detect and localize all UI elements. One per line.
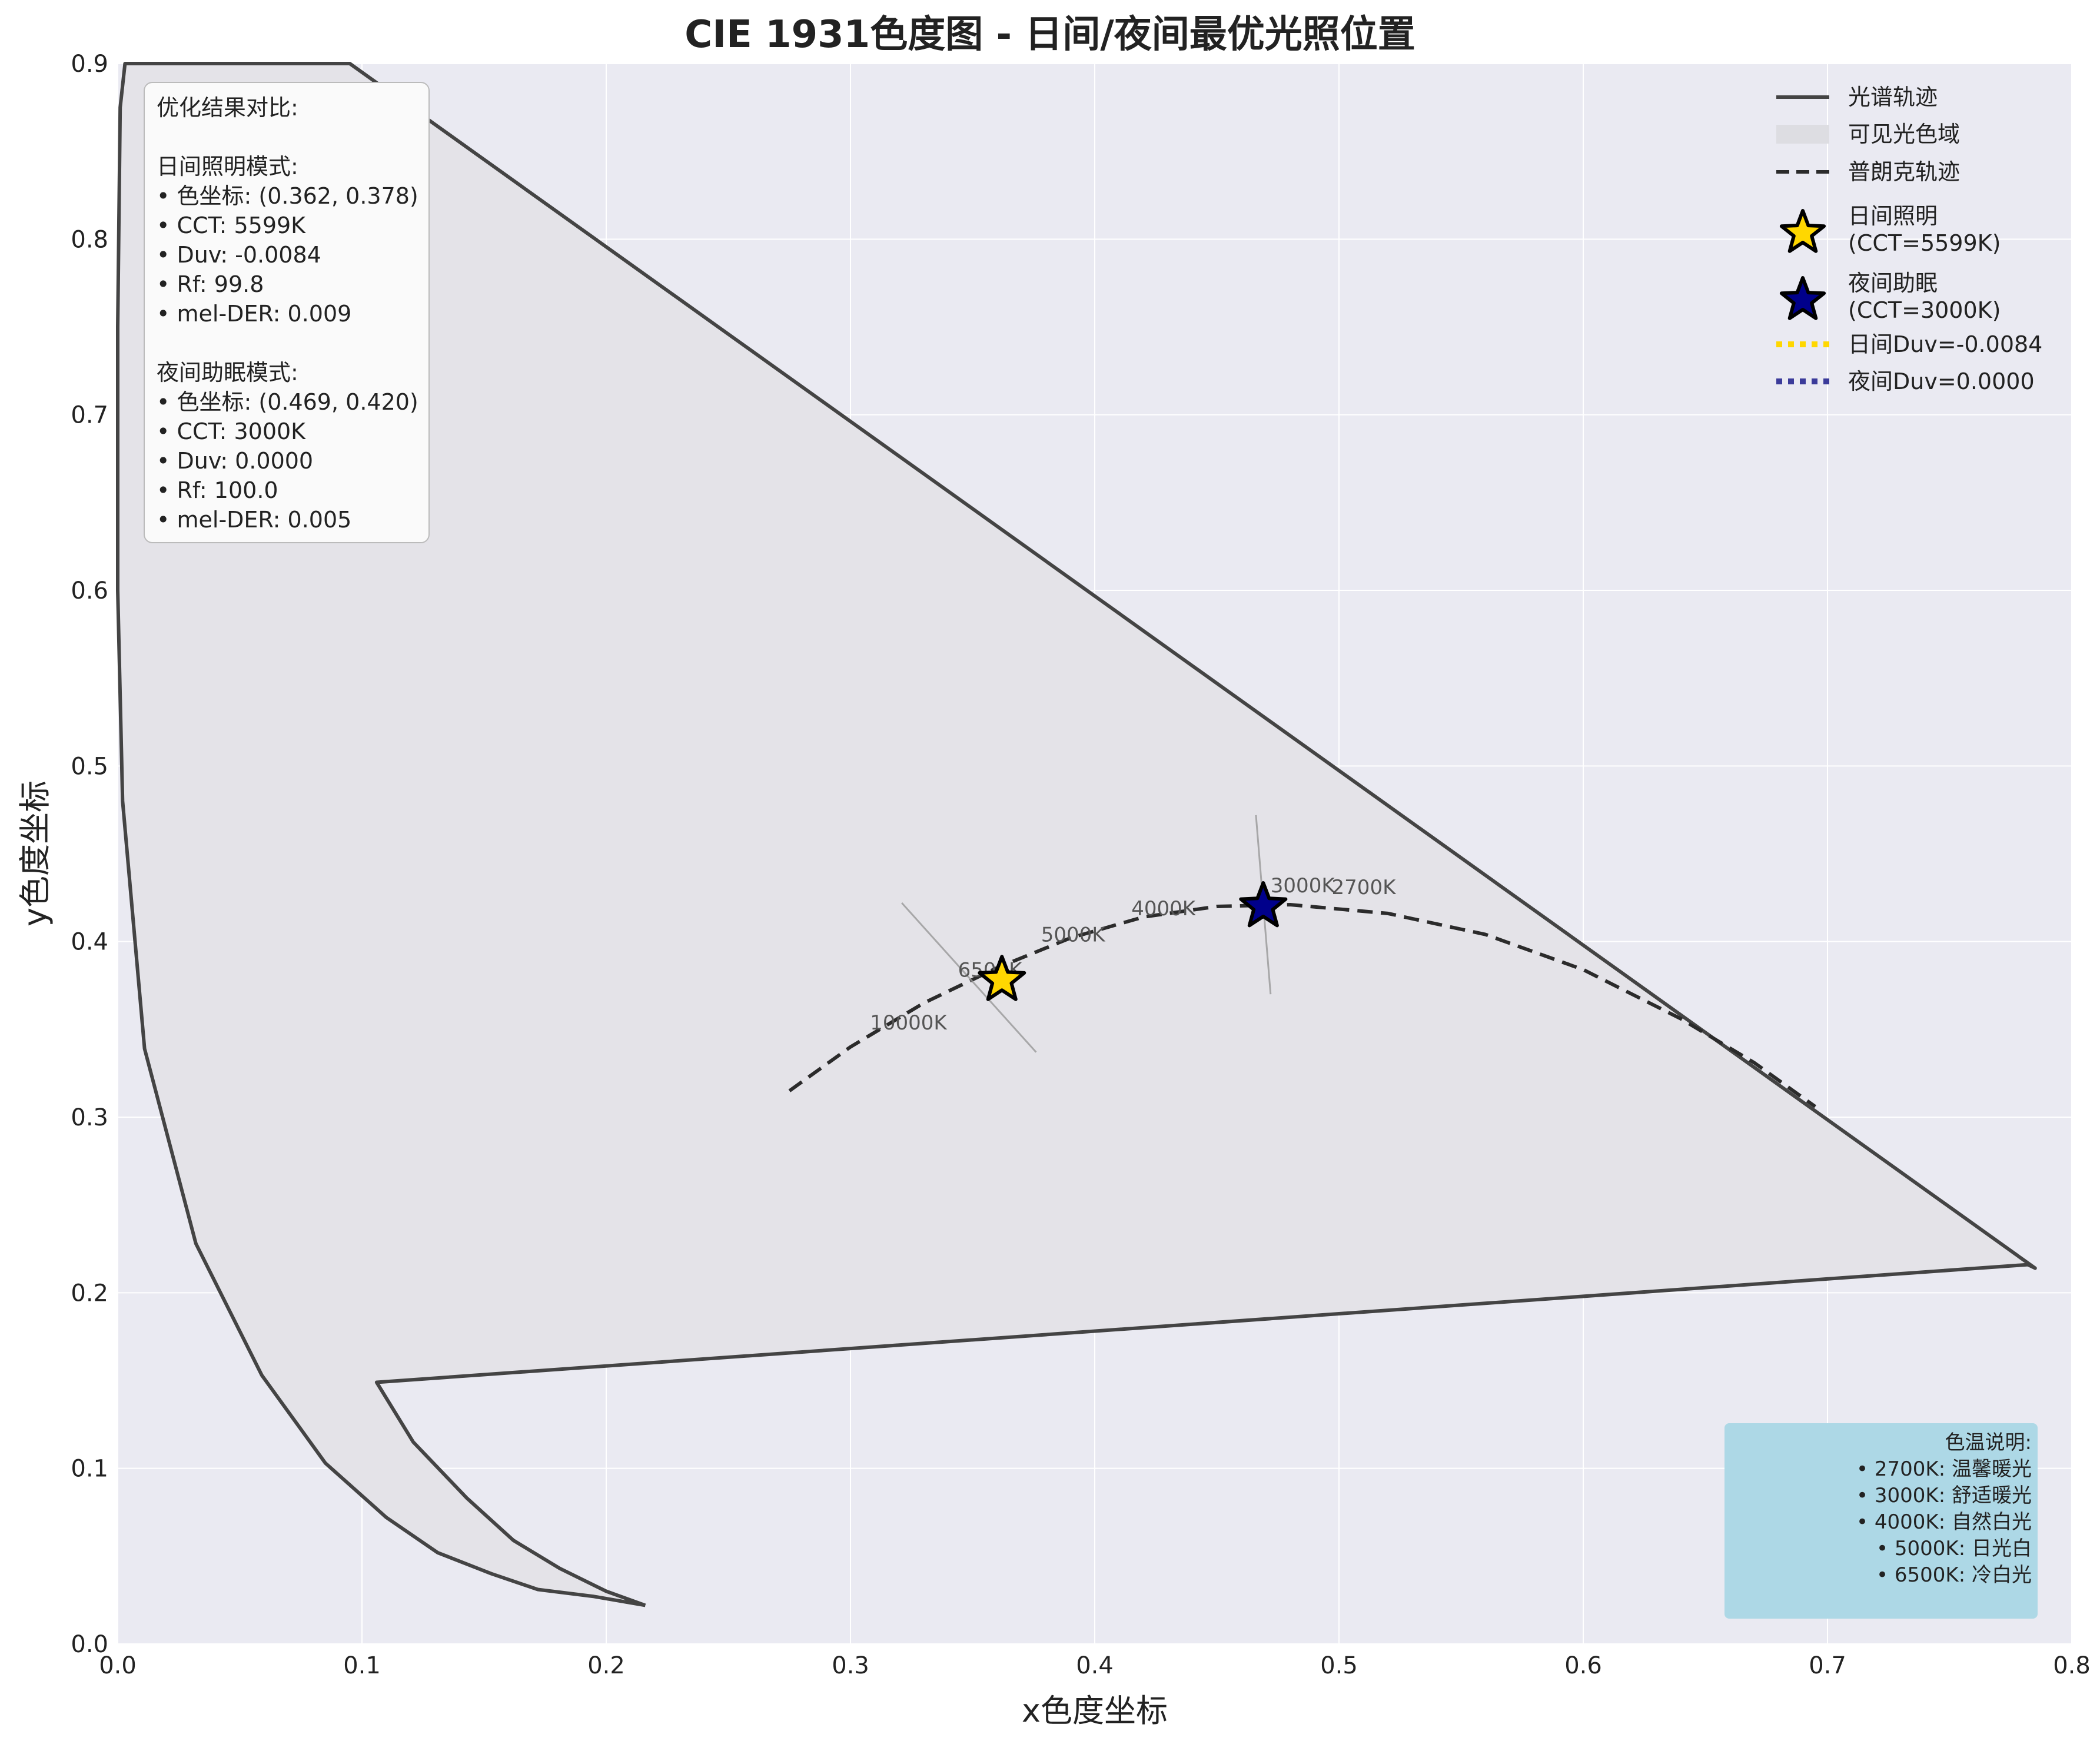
x-tick-label: 0.8 [2053,1652,2091,1679]
legend-label: 普朗克轨迹 [1848,159,1960,185]
x-tick-label: 0.6 [1564,1652,1602,1679]
chart-title: CIE 1931色度图 - 日间/夜间最优光照位置 [685,13,1415,57]
note-line: • 6500K: 冷白光 [1876,1563,2032,1587]
legend-label: 夜间Duv=0.0000 [1848,368,2035,394]
y-tick-label: 0.1 [71,1456,108,1483]
cct-label: 3000K [1271,874,1336,898]
legend-label: 光谱轨迹 [1848,84,1938,110]
note-line: • 4000K: 自然白光 [1856,1510,2032,1534]
spectral-locus-line [116,62,2037,1607]
x-tick-label: 0.7 [1809,1652,1846,1679]
note-box: 色温说明: • 2700K: 温馨暖光 • 3000K: 舒适暖光 • 4000K: … [1724,1423,2038,1619]
x-axis-title: x色度坐标 [1022,1692,1168,1729]
note-line: • 3000K: 舒适暖光 [1856,1484,2032,1507]
info-line: 优化结果对比: [157,95,298,121]
night-point-star [1239,881,1288,928]
info-box-frame [144,82,430,543]
info-line: • Rf: 100.0 [157,477,278,503]
x-tick-label: 0.3 [832,1652,869,1679]
x-tick-label: 0.1 [343,1652,381,1679]
info-lines: 优化结果对比: 日间照明模式: • 色坐标: (0.362, 0.378) • CCT… [157,95,418,533]
legend-label: (CCT=5599K) [1848,230,2001,256]
note-lines: 色温说明: • 2700K: 温馨暖光 • 3000K: 舒适暖光 • 4000K: … [1856,1431,2032,1587]
note-line: 色温说明: [1945,1431,2032,1454]
info-line: • Rf: 99.8 [157,271,264,297]
legend-swatch [1779,276,1826,320]
info-line: 夜间助眠模式: [157,360,298,386]
info-line: • CCT: 3000K [157,418,306,444]
y-tick-label: 0.6 [71,577,108,604]
axis-ticks: 0.0 0.1 0.2 0.3 0.4 0.5 0.6 0.7 0.8 0.0 0.1 0.2 0.3 0… [71,51,2090,1679]
legend-item: 日间照明(CCT=5599K) [1779,203,2001,256]
legend-item: 日间Duv=-0.0084 [1776,331,2042,357]
y-tick-label: 0.0 [71,1631,108,1658]
info-box: 优化结果对比: 日间照明模式: • 色坐标: (0.362, 0.378) • CCT… [144,82,430,543]
info-line: • CCT: 5599K [157,212,306,238]
info-line: • 色坐标: (0.469, 0.420) [157,389,418,415]
legend-label: 日间照明 [1848,203,1938,229]
legend-label: 日间Duv=-0.0084 [1848,331,2042,357]
x-tick-label: 0.2 [587,1652,625,1679]
note-line: • 2700K: 温馨暖光 [1856,1457,2032,1481]
y-tick-label: 0.8 [71,226,108,253]
legend-swatch [1776,125,1829,144]
info-line: • mel-DER: 0.005 [157,507,351,533]
y-tick-label: 0.4 [71,929,108,956]
y-tick-label: 0.5 [71,753,108,780]
cct-label: 10000K [870,1011,948,1035]
info-line: 日间照明模式: [157,154,298,180]
cct-label: 2700K [1332,876,1397,899]
legend-label: (CCT=3000K) [1848,297,2001,323]
day-point-star [978,955,1026,1001]
info-line: • 色坐标: (0.362, 0.378) [157,183,418,209]
note-line: • 5000K: 日光白 [1876,1537,2032,1560]
visible-gamut-fill [118,64,2035,1606]
info-line: • mel-DER: 0.009 [157,301,351,327]
y-tick-label: 0.9 [71,51,108,78]
legend-item: 光谱轨迹 [1776,84,1938,110]
legend-item: 夜间Duv=0.0000 [1776,368,2035,394]
legend-item: 普朗克轨迹 [1776,159,1960,185]
legend-item: 可见光色域 [1776,121,1960,147]
x-tick-label: 0.0 [99,1652,137,1679]
cct-label: 4000K [1131,897,1197,921]
day-isotemp-line [901,902,1037,1053]
x-tick-label: 0.5 [1320,1652,1358,1679]
info-line: • Duv: 0.0000 [157,448,313,474]
note-box-frame [1724,1423,2038,1619]
x-tick-label: 0.4 [1076,1652,1114,1679]
legend-item: 夜间助眠(CCT=3000K) [1779,270,2001,323]
y-tick-label: 0.7 [71,402,108,429]
legend-label: 夜间助眠 [1848,270,1938,296]
y-tick-label: 0.2 [71,1280,108,1307]
info-line: • Duv: -0.0084 [157,242,321,268]
legend-swatch [1779,209,1826,253]
cct-label: 5000K [1041,924,1107,947]
legend-label: 可见光色域 [1848,121,1960,147]
y-axis-title: y色度坐标 [16,780,54,926]
y-tick-label: 0.3 [71,1104,108,1131]
